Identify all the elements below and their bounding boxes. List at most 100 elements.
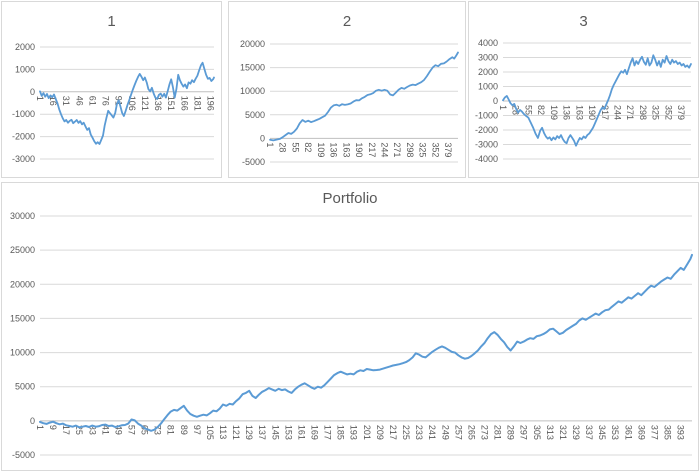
x-tick-label: 289 bbox=[506, 425, 516, 440]
x-tick-label: 25 bbox=[74, 425, 84, 435]
y-tick-label: 0 bbox=[30, 87, 35, 97]
y-tick-label: -3000 bbox=[12, 154, 35, 164]
x-tick-label: 337 bbox=[584, 425, 594, 440]
y-tick-label: 0 bbox=[30, 416, 35, 426]
y-tick-label: -2000 bbox=[12, 132, 35, 142]
x-tick-label: 89 bbox=[179, 425, 189, 435]
x-tick-label: 33 bbox=[87, 425, 97, 435]
x-tick-label: 1 bbox=[35, 96, 45, 101]
x-tick-label: 81 bbox=[166, 425, 176, 435]
y-tick-label: -1000 bbox=[475, 111, 498, 121]
x-tick-label: 298 bbox=[638, 105, 648, 120]
y-tick-label: 20000 bbox=[10, 279, 35, 289]
x-tick-label: 273 bbox=[480, 425, 490, 440]
x-tick-label: 49 bbox=[113, 425, 123, 435]
x-tick-label: 249 bbox=[440, 425, 450, 440]
x-tick-label: 109 bbox=[549, 105, 559, 120]
x-tick-label: 201 bbox=[362, 425, 372, 440]
x-tick-label: 352 bbox=[663, 105, 673, 120]
x-tick-label: 217 bbox=[600, 105, 610, 120]
x-tick-label: 297 bbox=[519, 425, 529, 440]
x-tick-label: 379 bbox=[676, 105, 686, 120]
x-tick-label: 166 bbox=[179, 96, 189, 111]
x-tick-label: 121 bbox=[231, 425, 241, 440]
series-line bbox=[39, 253, 693, 432]
x-tick-label: 55 bbox=[523, 105, 533, 115]
x-tick-label: 196 bbox=[206, 96, 216, 111]
x-tick-label: 233 bbox=[414, 425, 424, 440]
x-tick-label: 225 bbox=[401, 425, 411, 440]
x-tick-label: 244 bbox=[380, 142, 390, 157]
x-tick-label: 57 bbox=[127, 425, 137, 435]
x-tick-label: 329 bbox=[571, 425, 581, 440]
x-tick-label: 163 bbox=[341, 142, 351, 157]
x-tick-label: 163 bbox=[574, 105, 584, 120]
x-tick-label: 353 bbox=[610, 425, 620, 440]
chart-svg-3: -4000 -3000 -2000 -1000 0 1000 2000 3000 4000 1 28… bbox=[475, 38, 692, 164]
x-tick-label: 190 bbox=[587, 105, 597, 120]
x-tick-label: 113 bbox=[218, 425, 228, 439]
x-tick-label: 136 bbox=[562, 105, 572, 120]
x-tick-label: 46 bbox=[74, 96, 84, 106]
x-tick-label: 16 bbox=[48, 96, 58, 106]
x-tick-label: 31 bbox=[61, 96, 71, 106]
x-tick-label: 1 bbox=[265, 142, 275, 147]
x-tick-label: 9 bbox=[48, 425, 58, 430]
x-tick-label: 271 bbox=[392, 142, 402, 157]
x-tick-label: 217 bbox=[367, 142, 377, 157]
x-tick-label: 185 bbox=[336, 425, 346, 440]
series-line bbox=[269, 51, 459, 142]
y-tick-label: 25000 bbox=[10, 245, 35, 255]
chart-panel-1[interactable]: -3000 -2000 -1000 0 1000 2000 1 16 31 46 61 76 91 106… bbox=[1, 1, 222, 178]
x-tick-label: 106 bbox=[127, 96, 137, 111]
chart-panel-3[interactable]: -4000 -3000 -2000 -1000 0 1000 2000 3000 4000 1 28… bbox=[468, 1, 699, 178]
x-tick-label: 136 bbox=[153, 96, 163, 111]
y-tick-label: 5000 bbox=[245, 110, 265, 120]
x-tick-label: 345 bbox=[597, 425, 607, 440]
chart-panel-2[interactable]: -5000 0 5000 10000 15000 20000 1 28 55 82 109 136 16… bbox=[228, 1, 466, 178]
x-tick-label: 28 bbox=[511, 105, 521, 115]
x-tick-label: 241 bbox=[427, 425, 437, 440]
x-tick-label: 17 bbox=[61, 425, 71, 435]
x-tick-label: 217 bbox=[388, 425, 398, 440]
y-tick-label: 5000 bbox=[15, 382, 35, 392]
chart-area-2: -5000 0 5000 10000 15000 20000 1 28 55 82 109 136 16… bbox=[229, 2, 465, 177]
x-tick-label: 369 bbox=[636, 425, 646, 440]
x-tick-label: 190 bbox=[354, 142, 364, 157]
x-tick-label: 169 bbox=[310, 425, 320, 440]
x-tick-label: 298 bbox=[405, 142, 415, 157]
y-tick-label: 10000 bbox=[10, 348, 35, 358]
y-tick-label: -2000 bbox=[475, 125, 498, 135]
y-tick-label: 4000 bbox=[478, 38, 498, 48]
y-tick-label: 15000 bbox=[10, 313, 35, 323]
x-tick-label: 385 bbox=[663, 425, 673, 440]
y-tick-label: -4000 bbox=[475, 154, 498, 164]
series-line bbox=[502, 54, 692, 147]
x-tick-label: 153 bbox=[283, 425, 293, 440]
x-tick-label: 352 bbox=[430, 142, 440, 157]
x-tick-label: 393 bbox=[676, 425, 686, 440]
x-tick-label: 136 bbox=[329, 142, 339, 157]
chart-svg-2: -5000 0 5000 10000 15000 20000 1 28 55 82 109 136 16… bbox=[240, 39, 459, 167]
x-tick-label: 137 bbox=[257, 425, 267, 440]
x-tick-label: 209 bbox=[375, 425, 385, 440]
x-tick-label: 193 bbox=[349, 425, 359, 440]
x-tick-label: 41 bbox=[100, 425, 110, 435]
x-tick-label: 109 bbox=[316, 142, 326, 157]
y-tick-label: 20000 bbox=[240, 39, 265, 49]
chart-panel-portfolio[interactable]: -5000 0 5000 10000 15000 20000 25000 30000 1 9 17 2… bbox=[1, 182, 699, 471]
y-tick-label: 0 bbox=[493, 96, 498, 106]
x-tick-label: 1 bbox=[498, 105, 508, 110]
x-tick-label: 161 bbox=[297, 425, 307, 440]
x-tick-label: 121 bbox=[140, 96, 150, 111]
y-tick-label: 1000 bbox=[478, 82, 498, 92]
chart-area-1: -3000 -2000 -1000 0 1000 2000 1 16 31 46 61 76 91 106… bbox=[2, 2, 221, 177]
x-tick-label: 105 bbox=[205, 425, 215, 440]
y-tick-label: 2000 bbox=[15, 42, 35, 52]
x-tick-label: 82 bbox=[536, 105, 546, 115]
x-tick-label: 28 bbox=[278, 142, 288, 152]
y-tick-label: 1000 bbox=[15, 64, 35, 74]
x-tick-label: 82 bbox=[303, 142, 313, 152]
